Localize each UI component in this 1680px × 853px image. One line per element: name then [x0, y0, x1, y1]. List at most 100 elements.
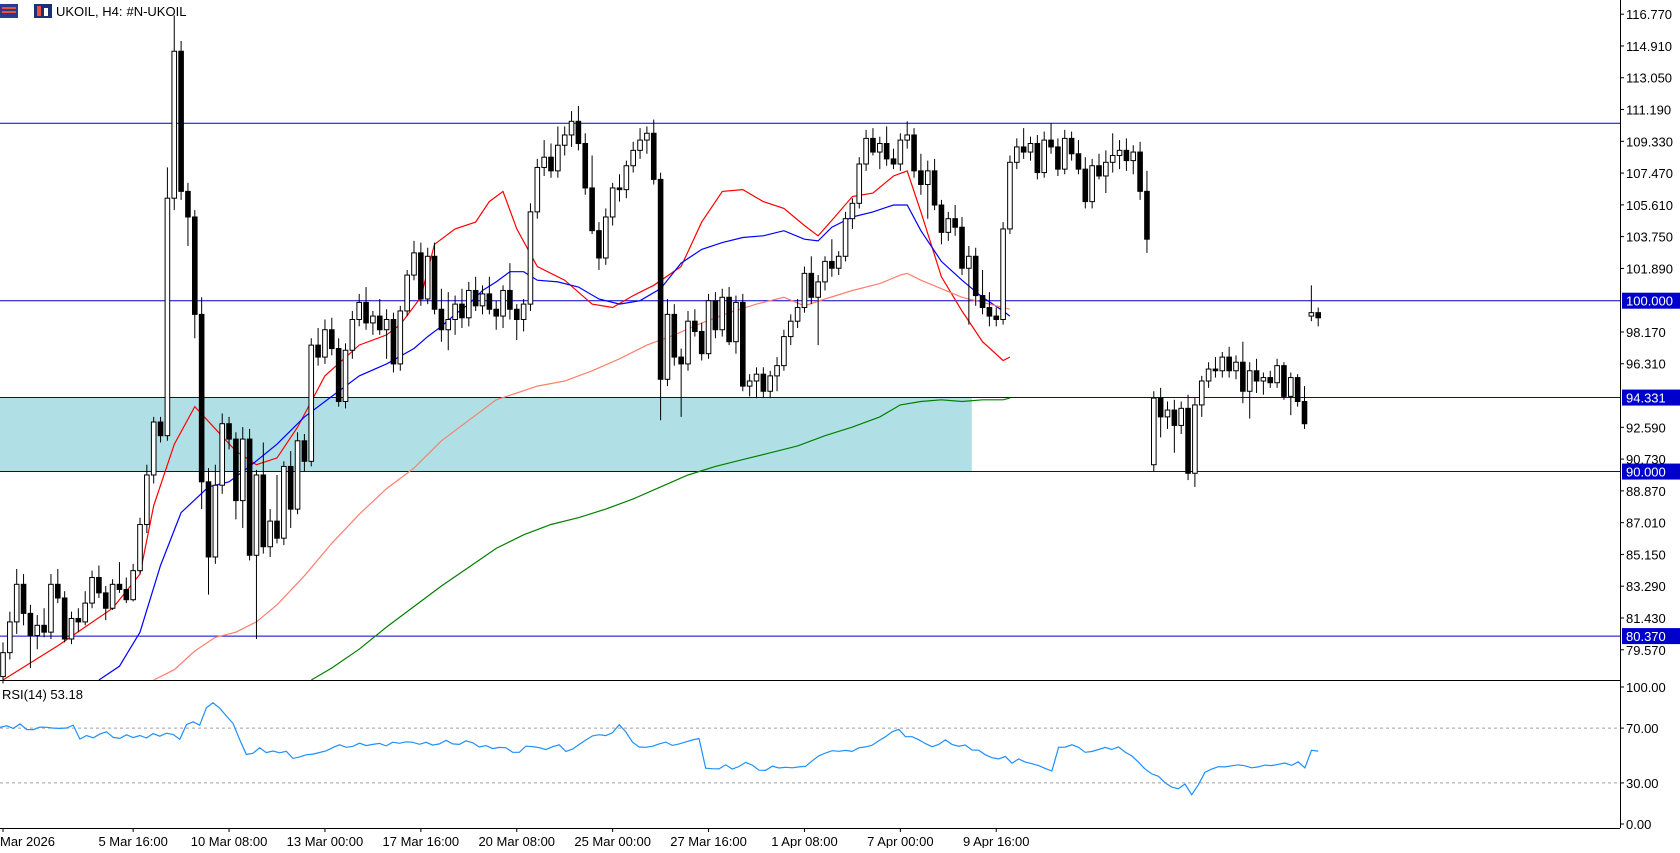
candle [1226, 356, 1232, 372]
price-tick-label: 109.330 [1626, 134, 1673, 149]
rsi-tick-label: 0.00 [1626, 817, 1651, 832]
candle [507, 289, 513, 310]
candle [1260, 377, 1267, 382]
rsi-tick-label: 70.00 [1626, 721, 1659, 736]
candle [1274, 365, 1280, 384]
candle [246, 438, 253, 556]
candle [198, 313, 205, 483]
candle [1034, 143, 1041, 174]
candle [931, 170, 938, 206]
candle [623, 165, 630, 191]
candle [1267, 377, 1274, 384]
candle [637, 139, 643, 151]
candle [102, 592, 109, 609]
time-tick-label: 27 Mar 16:00 [670, 834, 747, 848]
price-tick-label: 105.610 [1626, 198, 1673, 213]
candle [185, 190, 191, 218]
candle [226, 423, 232, 440]
candle [863, 137, 869, 165]
candle [520, 303, 527, 320]
candle [397, 310, 404, 365]
candle [1130, 151, 1137, 162]
time-tick-label: 17 Mar 16:00 [383, 834, 460, 848]
symbol-label: UKOIL, H4: [56, 3, 123, 19]
candle [897, 139, 904, 165]
candle [445, 318, 452, 331]
ma-50-line [98, 204, 1011, 681]
candle [418, 252, 424, 300]
candle [1315, 312, 1322, 319]
candle [835, 255, 842, 269]
candle [801, 272, 808, 309]
candle [664, 313, 671, 380]
price-tick-label: 92.590 [1626, 420, 1666, 435]
candle [582, 143, 589, 189]
candle [130, 570, 136, 601]
candle [1308, 312, 1315, 317]
candle [253, 474, 260, 556]
candle [1219, 356, 1226, 372]
candle [192, 216, 198, 315]
candle [356, 301, 362, 320]
candle [493, 308, 499, 317]
candle [822, 260, 828, 283]
candle [1061, 137, 1068, 170]
terminal-icon[interactable] [34, 4, 52, 18]
chart-menu-icon[interactable] [0, 4, 18, 18]
candle [1205, 368, 1212, 382]
candle [1096, 165, 1102, 177]
candle [1082, 168, 1089, 203]
candle [650, 132, 657, 180]
price-tick-label: 88.870 [1626, 484, 1666, 499]
candle [767, 375, 774, 392]
candle [27, 612, 34, 637]
candle [1198, 380, 1205, 406]
candle [20, 583, 27, 614]
candle [287, 465, 294, 510]
candle [1178, 407, 1185, 426]
candle [555, 144, 561, 172]
time-tick-label: 1 Apr 08:00 [771, 834, 838, 848]
candle [719, 296, 726, 331]
candle [870, 137, 876, 153]
candle [890, 158, 897, 165]
price-tick-label: 79.570 [1626, 643, 1666, 658]
price-tick-label: 107.470 [1626, 166, 1673, 181]
candle [705, 300, 712, 355]
time-tick-label: 7 Apr 00:00 [867, 834, 934, 848]
candle [883, 143, 890, 160]
candle [1055, 146, 1061, 170]
candle [712, 300, 719, 331]
candle [972, 255, 979, 297]
candle [603, 216, 609, 259]
candle [1109, 154, 1116, 163]
candle [1075, 153, 1082, 170]
level-price-label: 100.000 [1626, 294, 1673, 309]
candle [959, 226, 965, 269]
candle [568, 120, 575, 136]
candle [1212, 368, 1219, 372]
candle [1253, 370, 1260, 382]
candle [466, 289, 472, 319]
candle [575, 120, 582, 145]
candle [746, 380, 753, 387]
candle [164, 197, 171, 437]
candle [34, 624, 41, 637]
level-price-label: 80.370 [1626, 629, 1666, 644]
chart-header: UKOIL, H4: #N-UKOIL [0, 0, 186, 22]
ma-200-line [310, 397, 1011, 681]
candle [1000, 228, 1006, 320]
candle [815, 281, 821, 298]
candle [1192, 404, 1198, 474]
candle [267, 520, 273, 548]
candle [541, 156, 547, 168]
candle [740, 301, 746, 387]
price-tick-label: 96.310 [1626, 357, 1666, 372]
candle [952, 218, 958, 228]
level-price-tag [1622, 292, 1680, 309]
candle [260, 474, 267, 548]
candle [61, 597, 68, 640]
candle [787, 320, 794, 338]
